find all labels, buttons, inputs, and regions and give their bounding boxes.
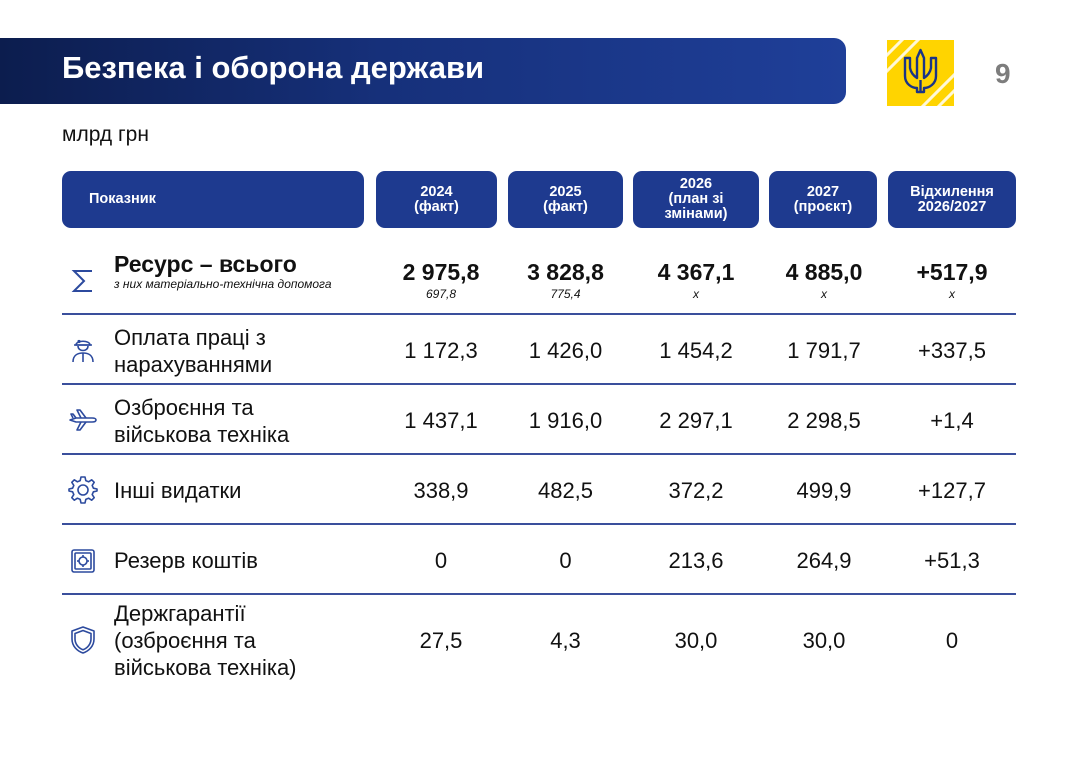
table-row: Резерв коштів — [62, 525, 1016, 593]
cell-value: 1 437,1 — [404, 408, 478, 433]
gear-icon — [68, 476, 98, 504]
cell-value: 1 916,0 — [528, 408, 603, 433]
cell-value: +517,9 — [916, 259, 988, 285]
column-header-2026: 2026 (план зі змінами) — [633, 171, 759, 228]
cell-value: +127,7 — [918, 478, 986, 503]
column-header-2024: 2024 (факт) — [376, 171, 497, 228]
row-divider — [62, 383, 1016, 385]
cell-subvalue: 775,4 — [550, 287, 581, 301]
cell-value: 4 885,0 — [785, 259, 863, 285]
table-row: Оплата праці з нарахуваннями — [62, 315, 1016, 383]
table-row-total: Ресурс – всього з них матеріально-техніч… — [62, 248, 1016, 312]
cell-value: 2 298,5 — [787, 408, 861, 433]
cell-value: +337,5 — [918, 338, 986, 363]
row-divider — [62, 313, 1016, 315]
row-label: Озброєння та військова техніка — [114, 395, 290, 447]
table-row: Озброєння та військова техніка — [62, 385, 1016, 453]
cell-value: 1 454,2 — [659, 338, 733, 363]
table-row: Держгарантії (озброєння та військова тех… — [62, 595, 1016, 687]
cell-value: +51,3 — [924, 548, 980, 573]
cell-value: 0 — [945, 628, 959, 653]
cell-subvalue: x — [821, 287, 827, 301]
sigma-icon — [71, 270, 92, 292]
row-label: Резерв коштів — [114, 548, 258, 573]
cell-value: 2 297,1 — [659, 408, 733, 433]
table-row: Інші видатки — [62, 455, 1016, 523]
shield-icon — [71, 626, 95, 654]
safe-icon — [71, 549, 95, 573]
cell-value: 1 172,3 — [404, 338, 478, 363]
row-label: Інші видатки — [114, 478, 242, 503]
title-banner: Безпека і оборона держави — [0, 38, 846, 104]
aircraft-icon — [69, 409, 97, 431]
cell-value: 213,6 — [668, 548, 724, 573]
row-label: Держгарантії (озброєння та військова тех… — [114, 601, 297, 680]
cell-subvalue: 697,8 — [425, 287, 457, 301]
cell-value: 338,9 — [413, 478, 469, 503]
cell-subvalue: x — [693, 287, 699, 301]
cell-value: 264,9 — [796, 548, 852, 573]
cell-value: 482,5 — [537, 478, 594, 503]
column-header-deviation: Відхилення 2026/2027 — [888, 171, 1016, 228]
soldier-icon — [72, 339, 94, 363]
row-divider — [62, 593, 1016, 595]
cell-value: 27,5 — [419, 628, 463, 653]
row-divider — [62, 453, 1016, 455]
row-divider — [62, 523, 1016, 525]
page-title: Безпека і оборона держави — [62, 50, 485, 85]
column-header-2027: 2027 (проєкт) — [769, 171, 877, 228]
row-sublabel: з них матеріально-технічна допомога — [114, 277, 332, 291]
cell-value: 4 367,1 — [657, 259, 735, 285]
column-header-indicator: Показник — [62, 171, 364, 228]
cell-value: 1 791,7 — [787, 338, 861, 363]
cell-value: +1,4 — [930, 408, 974, 433]
cell-value: 372,2 — [668, 478, 724, 503]
cell-value: 30,0 — [802, 628, 846, 653]
cell-subvalue: x — [949, 287, 955, 301]
cell-value: 4,3 — [550, 628, 581, 653]
cell-value: 1 426,0 — [528, 338, 603, 363]
column-header-2025: 2025 (факт) — [508, 171, 623, 228]
unit-label: млрд грн — [62, 123, 149, 146]
cell-value: 499,9 — [796, 478, 852, 503]
row-label: Оплата праці з нарахуваннями — [114, 325, 273, 377]
trident-emblem-icon — [887, 40, 954, 106]
cell-value: 30,0 — [674, 628, 718, 653]
page-number: 9 — [995, 58, 1011, 89]
cell-value: 0 — [434, 548, 448, 573]
cell-value: 2 975,8 — [402, 259, 480, 285]
cell-value: 0 — [559, 548, 572, 573]
row-label: Ресурс – всього — [114, 251, 297, 277]
cell-value: 3 828,8 — [527, 259, 604, 285]
